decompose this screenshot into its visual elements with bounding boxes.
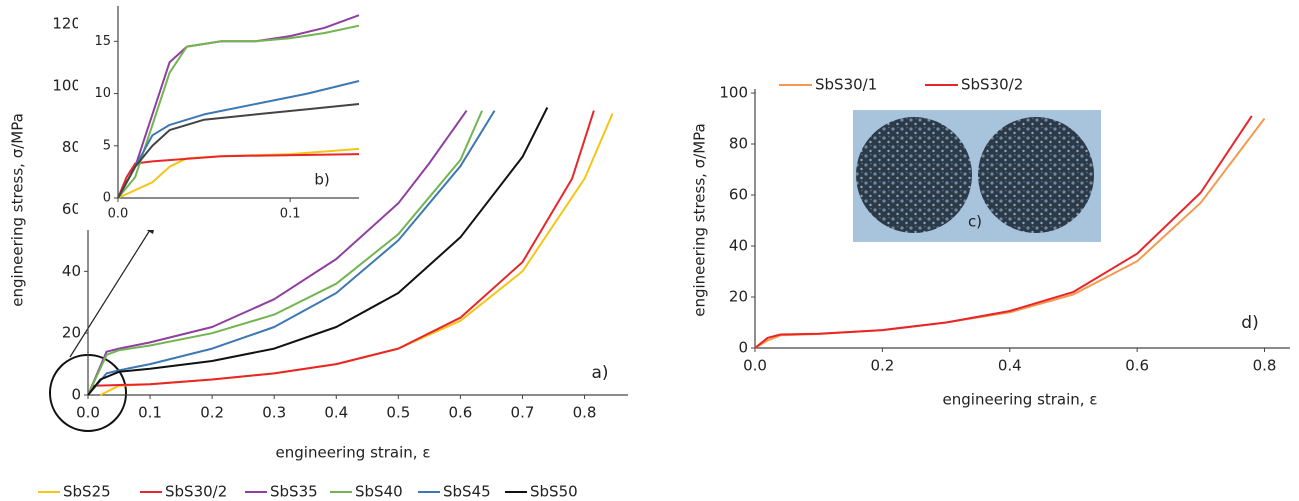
legend-label: SbS30/1 xyxy=(815,76,877,94)
y-tick-label: 100 xyxy=(52,76,81,94)
y-tick-label: 0 xyxy=(71,386,81,404)
data-line xyxy=(117,153,360,199)
x-axis-label: engineering strain, ε xyxy=(943,391,1098,409)
legend-label: SbS45 xyxy=(443,483,491,501)
y-tick-label: 5 xyxy=(103,138,111,153)
y-tick-label: 20 xyxy=(62,324,81,342)
sample-disc xyxy=(978,117,1094,233)
y-tick-label: 80 xyxy=(62,138,81,156)
y-tick-label: 0 xyxy=(103,191,111,206)
y-tick-label: 80 xyxy=(729,135,748,153)
x-tick-label: 0.0 xyxy=(743,357,767,375)
y-tick-label: 10 xyxy=(94,86,111,101)
x-tick-label: 0.6 xyxy=(448,404,472,422)
zoom-arrow xyxy=(69,229,151,358)
x-tick-label: 0.2 xyxy=(870,357,894,375)
panel-label: b) xyxy=(314,171,329,189)
y-tick-label: 40 xyxy=(729,237,748,255)
y-tick-label: 60 xyxy=(62,200,81,218)
x-tick-label: 0.1 xyxy=(138,404,162,422)
y-tick-label: 15 xyxy=(94,34,111,49)
y-axis-label: engineering stress, σ/MPa xyxy=(9,113,27,307)
legend-label: SbS30/2 xyxy=(961,76,1023,94)
y-tick-label: 60 xyxy=(729,186,748,204)
data-line xyxy=(87,110,484,396)
photo-label: c) xyxy=(968,213,982,231)
x-tick-label: 0.4 xyxy=(324,404,348,422)
x-tick-label: 0.0 xyxy=(76,404,100,422)
legend-label: SbS50 xyxy=(530,483,578,501)
y-tick-label: 100 xyxy=(719,84,748,102)
x-tick-label: 0.7 xyxy=(511,404,535,422)
panel-label: d) xyxy=(1241,313,1258,333)
inset-background xyxy=(78,2,361,230)
panel-label: a) xyxy=(591,363,608,383)
x-tick-label: 0.4 xyxy=(998,357,1022,375)
x-tick-label: 0.8 xyxy=(1253,357,1277,375)
y-tick-label: 120 xyxy=(52,15,81,33)
y-tick-label: 40 xyxy=(62,262,81,280)
sample-photo: c) xyxy=(853,110,1101,242)
data-line xyxy=(117,103,360,199)
x-tick-label: 0.2 xyxy=(200,404,224,422)
y-tick-label: 0 xyxy=(738,339,748,357)
legend-label: SbS35 xyxy=(270,483,318,501)
y-axis-label: engineering stress, σ/MPa xyxy=(691,123,709,317)
data-line xyxy=(87,110,595,396)
x-tick-label: 0.5 xyxy=(386,404,410,422)
data-line xyxy=(87,107,549,396)
data-line xyxy=(754,115,1253,349)
data-line xyxy=(87,110,468,396)
data-line xyxy=(87,110,496,396)
x-axis-label: engineering strain, ε xyxy=(276,444,431,462)
legend-label: SbS40 xyxy=(355,483,403,501)
x-tick-label: 0.6 xyxy=(1125,357,1149,375)
data-line xyxy=(117,80,360,199)
x-tick-label: 0.3 xyxy=(262,404,286,422)
x-tick-label: 0.8 xyxy=(573,404,597,422)
x-tick-label: 0.0 xyxy=(108,207,129,222)
legend-label: SbS30/2 xyxy=(165,483,227,501)
legend-label: SbS25 xyxy=(63,483,111,501)
y-tick-label: 20 xyxy=(729,288,748,306)
sample-disc xyxy=(856,117,972,233)
x-tick-label: 0.1 xyxy=(280,207,301,222)
